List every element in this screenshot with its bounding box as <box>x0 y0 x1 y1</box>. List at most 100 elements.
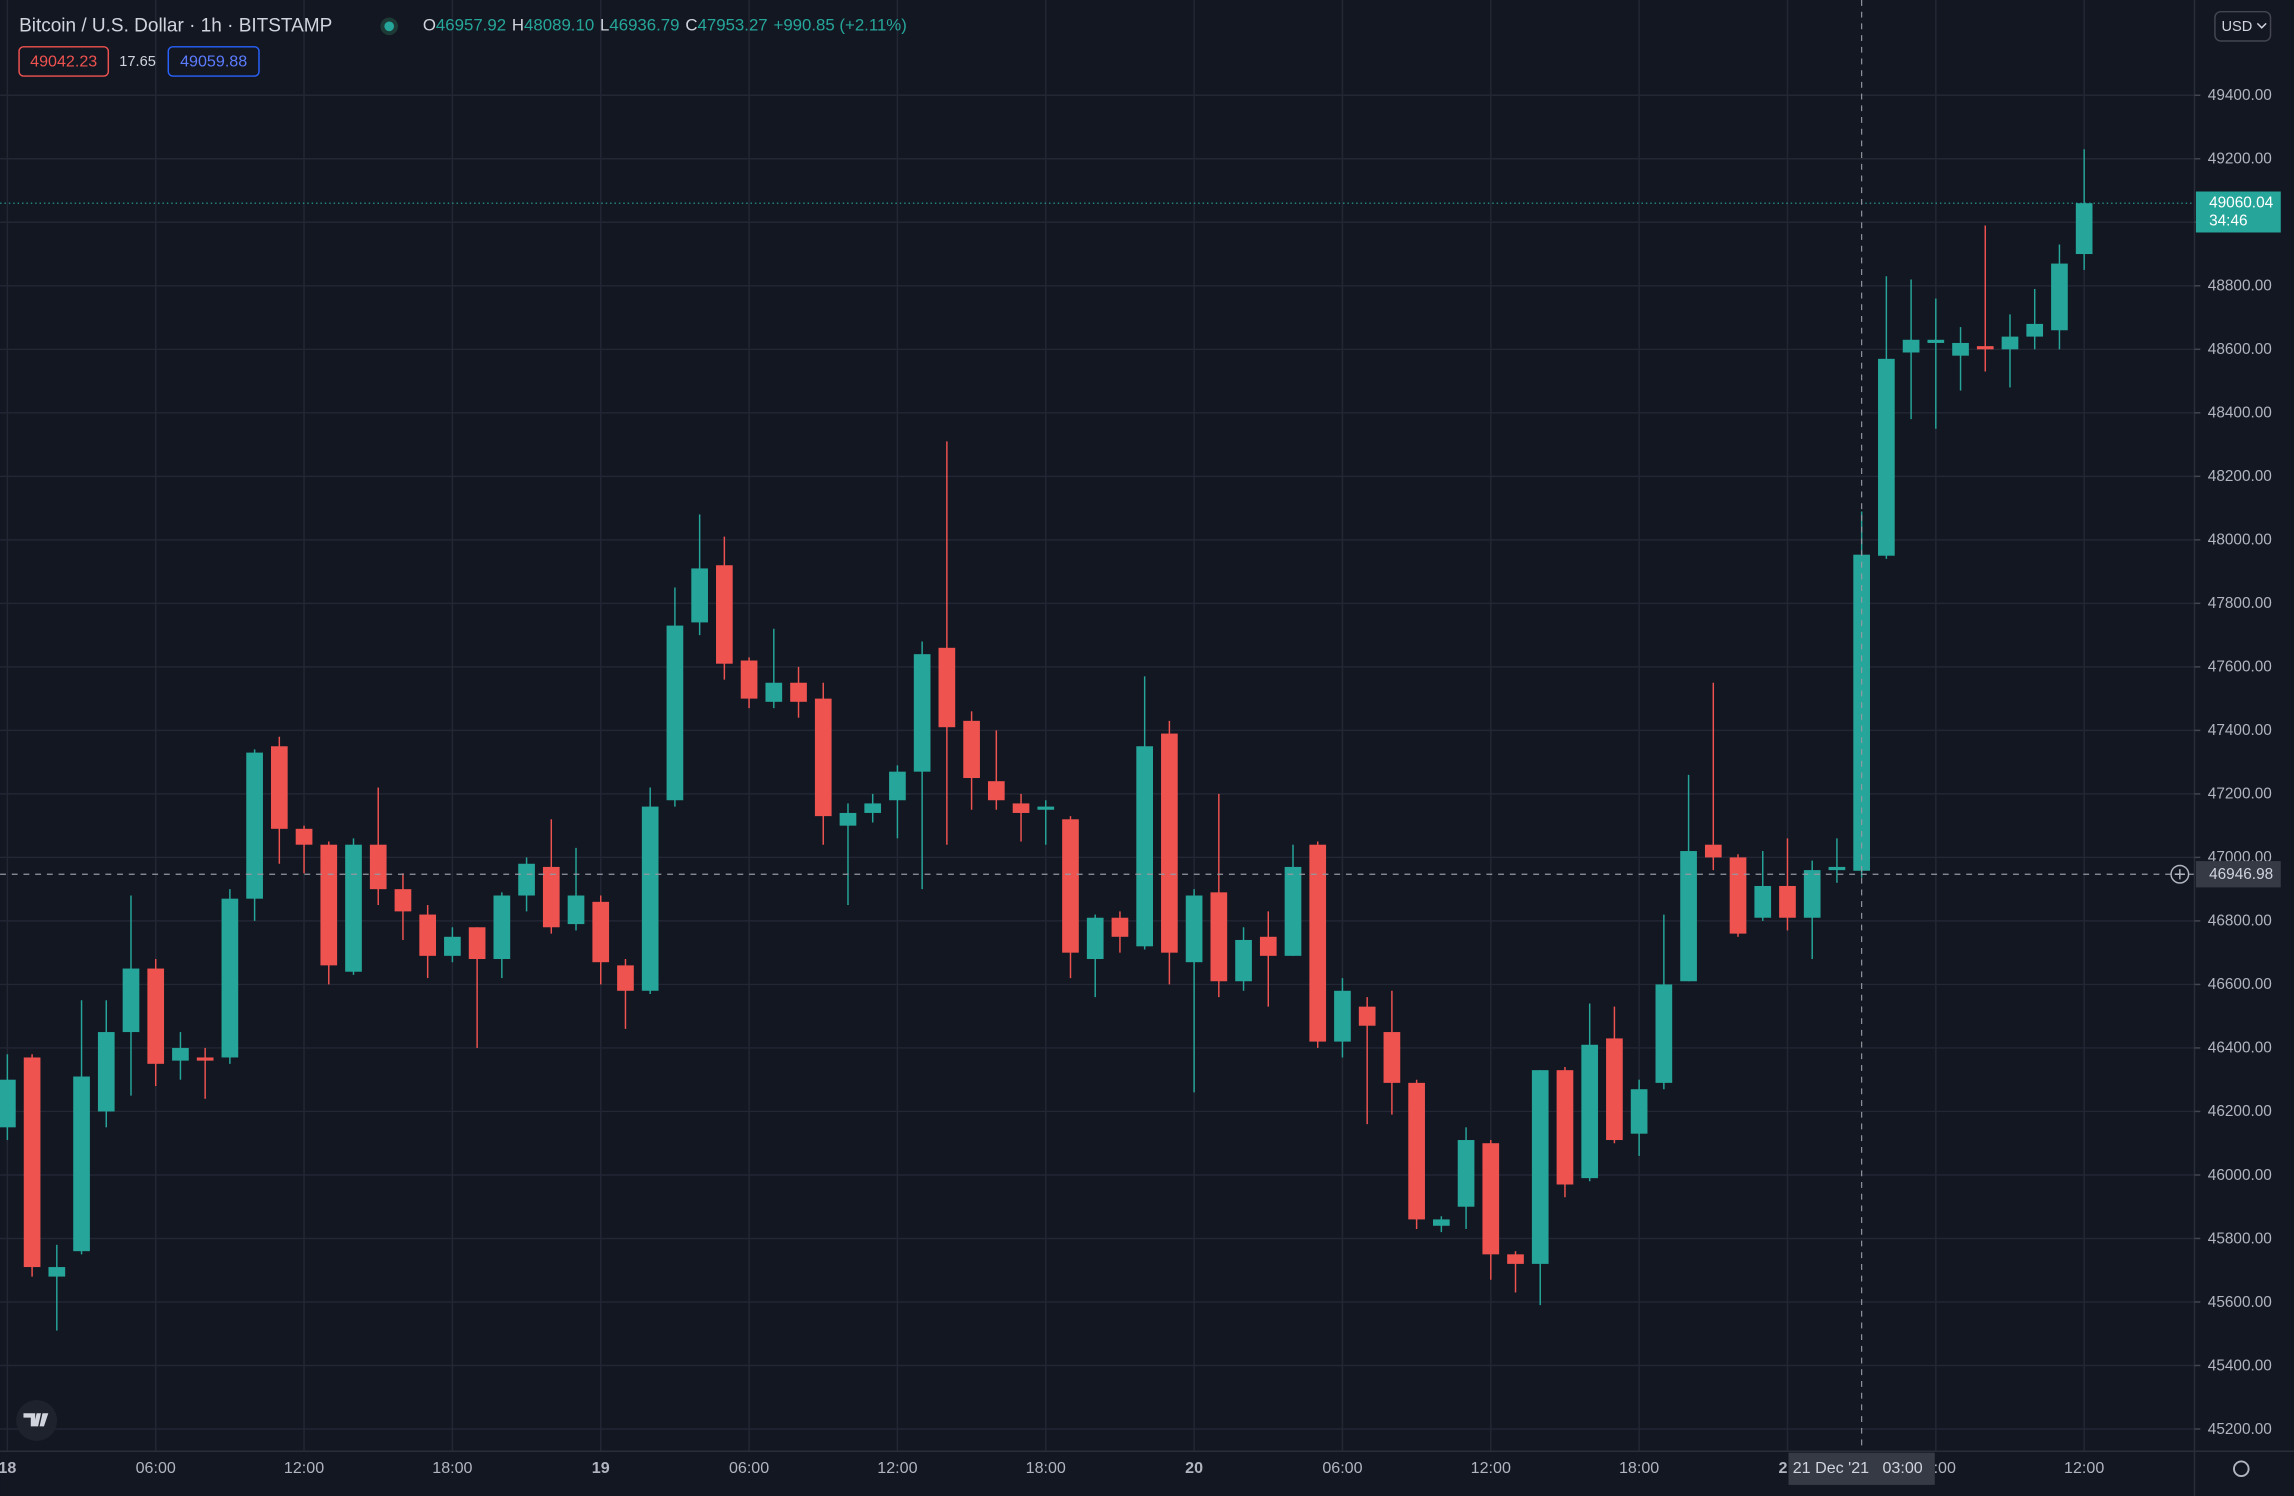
candle-body <box>419 914 437 956</box>
last-price-tag <box>2195 191 2281 233</box>
candle-body <box>345 844 362 972</box>
ohlc-label: C <box>685 16 697 35</box>
x-tick-label: 12:00 <box>2064 1459 2104 1477</box>
y-tick-label: 46600.00 <box>2208 976 2272 993</box>
y-tick-label: 47600.00 <box>2208 659 2272 676</box>
ohlc-legend: O46957.92 H48089.10 L46936.79 C47953.27 +990… <box>423 16 907 35</box>
logo <box>23 1413 49 1427</box>
y-tick-label: 49200.00 <box>2208 151 2272 168</box>
x-tick-label: 18:00 <box>432 1459 472 1477</box>
bid-box[interactable] <box>18 46 110 77</box>
candle-body <box>1284 866 1302 956</box>
candle-body <box>1779 885 1796 918</box>
ohlc-value: 48089.10 <box>524 16 594 35</box>
candle-body <box>493 895 511 960</box>
candle-body <box>839 812 857 826</box>
candle-body <box>1828 866 1846 871</box>
candle-body <box>1136 746 1153 947</box>
currency-button[interactable] <box>2214 10 2272 42</box>
candle-body <box>1383 1032 1401 1083</box>
candle-body <box>1655 984 1673 1083</box>
y-tick-label: 47200.00 <box>2208 786 2272 803</box>
candle-body <box>0 1079 16 1128</box>
candle-body <box>270 746 288 829</box>
candle-body <box>1408 1082 1425 1220</box>
currency: USD <box>2221 19 2252 35</box>
candle-body <box>1704 844 1722 858</box>
change: +990.85 (+2.11%) <box>774 16 907 35</box>
grid <box>0 0 2195 1452</box>
candle-body <box>1161 733 1178 953</box>
settings-icon[interactable] <box>2233 1460 2250 1478</box>
candle-body <box>1210 892 1228 982</box>
candle-body <box>1358 1006 1376 1026</box>
candle-body <box>1086 917 1104 960</box>
candle-body <box>172 1047 189 1061</box>
candles <box>0 149 2093 1331</box>
candle-body <box>691 568 708 623</box>
y-tick-label: 45800.00 <box>2208 1230 2272 1247</box>
x-tick-label: 18:00 <box>1619 1459 1659 1477</box>
candle-body <box>1482 1143 1500 1255</box>
candle-body <box>1803 870 1821 918</box>
ohlc-value: 47953.27 <box>698 16 768 35</box>
y-tick-label: 48400.00 <box>2208 405 2272 422</box>
candle-body <box>1507 1254 1524 1264</box>
y-tick-label: 46200.00 <box>2208 1103 2272 1120</box>
ask-box[interactable] <box>167 46 260 77</box>
candle-body <box>938 647 956 728</box>
candle-body <box>73 1076 90 1252</box>
candle-body <box>369 844 387 890</box>
y-tick-label: 45400.00 <box>2208 1357 2272 1374</box>
y-tick-label: 48600.00 <box>2208 341 2272 358</box>
candle-body <box>147 968 165 1064</box>
ohlc-label: L <box>600 16 609 35</box>
candle-body <box>1927 339 1945 343</box>
candle-body <box>1556 1070 1574 1185</box>
candle-body <box>1729 857 1747 934</box>
candle-body <box>2075 203 2093 255</box>
ohlc-value: 46936.79 <box>609 16 679 35</box>
candle-body <box>1754 885 1772 918</box>
candle-body <box>1012 803 1030 813</box>
x-tick-label: 06:00 <box>729 1459 769 1477</box>
candle-body <box>196 1057 214 1061</box>
ask: 49059.88 <box>180 52 247 70</box>
crosshair-time: 03:00 <box>1882 1459 1922 1477</box>
candle-body <box>246 752 263 899</box>
candle-body <box>1902 339 1920 353</box>
candle-body <box>913 654 931 772</box>
candle-body <box>444 936 461 956</box>
y-tick-label: 45600.00 <box>2208 1294 2272 1311</box>
candle-body <box>592 901 610 963</box>
crosshair-price: 46946.98 <box>2209 866 2273 883</box>
y-tick-label: 48200.00 <box>2208 468 2272 485</box>
x-tick-label: 18 <box>0 1459 16 1477</box>
candle-body <box>963 720 980 779</box>
candle-body <box>1259 936 1277 956</box>
x-tick-label: 06:00 <box>1322 1459 1362 1477</box>
candle-body <box>765 682 783 702</box>
y-tick-label: 47800.00 <box>2208 595 2272 612</box>
ohlc-label: H <box>512 16 524 35</box>
candle-body <box>394 889 412 912</box>
candle-body <box>1185 895 1203 963</box>
spread: 17.65 <box>119 54 156 70</box>
candle-body <box>1630 1089 1648 1134</box>
countdown: 34:46 <box>2209 213 2247 230</box>
y-tick-label: 46800.00 <box>2208 913 2272 930</box>
candle-body <box>617 965 634 991</box>
add-alert-plus <box>2174 869 2185 880</box>
candle-body <box>1952 342 1969 356</box>
crosshair-price-tag <box>2195 861 2281 888</box>
y-tick-label: 49400.00 <box>2208 87 2272 104</box>
y-tick-label: 48800.00 <box>2208 278 2272 295</box>
x-tick-label: 12:00 <box>284 1459 324 1477</box>
y-tick-label: 48000.00 <box>2208 532 2272 549</box>
x-tick-label: 12:00 <box>1471 1459 1511 1477</box>
x-tick-label: 18:00 <box>1026 1459 1066 1477</box>
candle-body <box>48 1267 66 1277</box>
y-tick-label: 46400.00 <box>2208 1040 2272 1057</box>
crosshair-time-tag <box>1788 1452 1935 1485</box>
y-tick-label: 46000.00 <box>2208 1167 2272 1184</box>
